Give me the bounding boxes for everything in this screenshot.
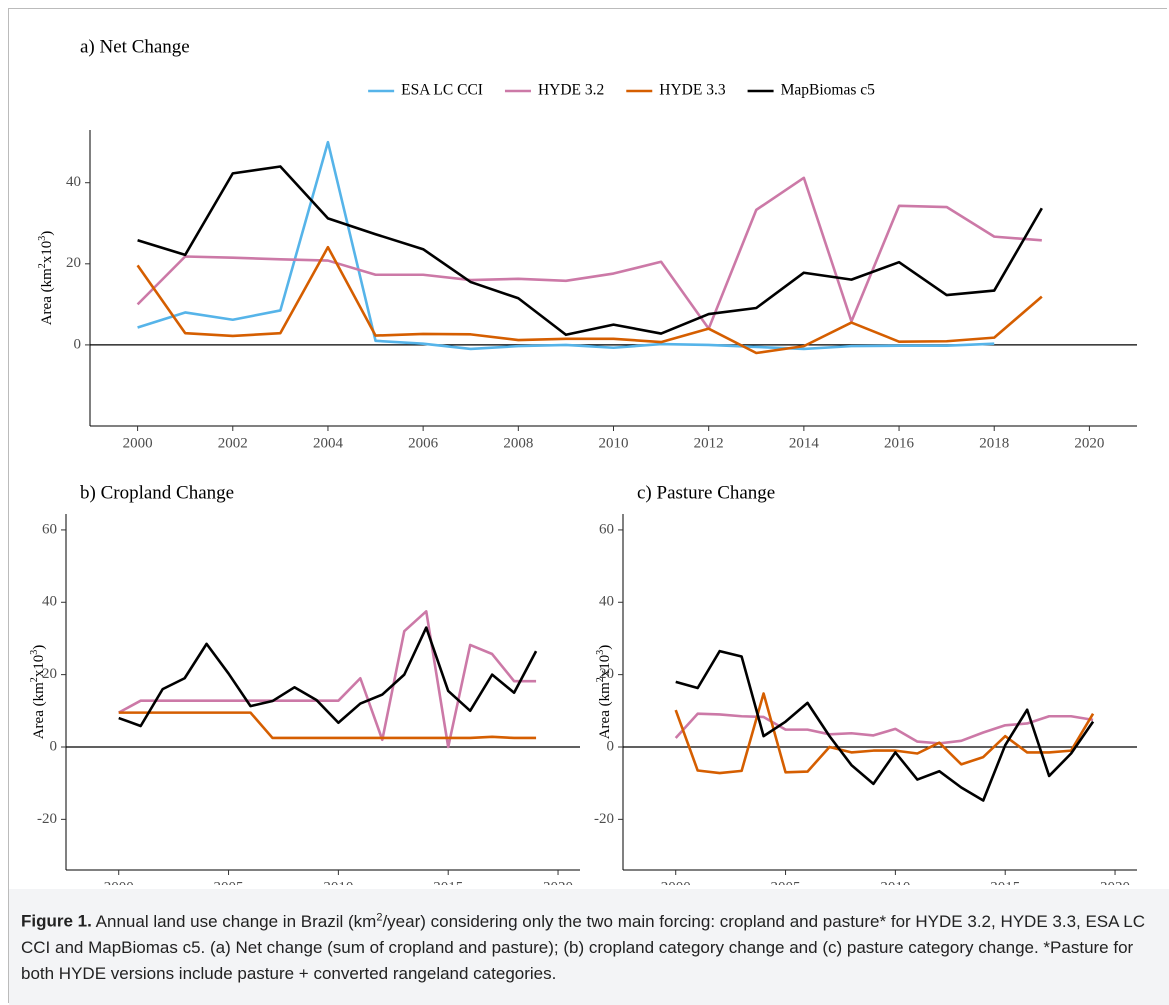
x-tick-label: 2004 — [313, 435, 344, 451]
y-axis-label-part: Area (km — [39, 268, 55, 325]
x-tick-label: 2018 — [979, 435, 1009, 451]
y-axis-label-superscript: 3 — [595, 650, 606, 655]
x-tick-label: 2010 — [599, 435, 629, 451]
x-tick-label: 2006 — [408, 435, 439, 451]
y-axis-label: Area (km2x103) — [29, 645, 48, 740]
x-tick-label: 2005 — [214, 879, 244, 885]
y-axis-label-superscript: 2 — [595, 677, 606, 682]
legend: ESA LC CCI HYDE 3.2 HYDE 3.3 MapBiomas c5 — [368, 82, 875, 99]
series-line — [675, 649, 1095, 802]
x-tick-label: 2020 — [1100, 879, 1130, 885]
series-line — [136, 176, 1042, 330]
y-axis-label-superscript: 2 — [37, 263, 48, 268]
x-tick-label: 2008 — [503, 435, 533, 451]
y-tick-label: 40 — [42, 594, 57, 610]
x-tick-label: 2000 — [123, 435, 153, 451]
x-tick-label: 2010 — [880, 879, 910, 885]
y-tick-label: 60 — [599, 521, 614, 537]
x-tick-label: 2005 — [771, 879, 801, 885]
panel-title: a) Net Change — [80, 36, 190, 57]
x-tick-label: 2015 — [433, 879, 463, 885]
y-tick-label: -20 — [594, 811, 614, 827]
y-axis-label-part: ) — [39, 231, 55, 236]
y-axis-label-part: x10 — [597, 655, 613, 678]
y-axis-label-superscript: 2 — [29, 677, 40, 682]
series-line — [137, 165, 1043, 337]
caption-segment: /year) considering only the two main for… — [21, 911, 1146, 983]
x-tick-label: 2020 — [543, 879, 573, 885]
caption: Figure 1. Annual land use change in Braz… — [9, 889, 1169, 1005]
y-tick-label: 40 — [599, 594, 614, 610]
y-tick-label: 20 — [599, 666, 614, 682]
x-tick-label: 2012 — [694, 435, 724, 451]
y-axis-label-part: x10 — [39, 241, 55, 264]
series-line — [118, 610, 537, 749]
series-line — [118, 711, 537, 740]
legend-label: ESA LC CCI — [401, 82, 483, 99]
caption-label: Figure 1. — [21, 911, 92, 931]
x-tick-label: 2015 — [990, 879, 1020, 885]
x-tick-label: 2020 — [1074, 435, 1104, 451]
y-axis-label-part: ) — [597, 645, 613, 650]
legend-label: MapBiomas c5 — [781, 82, 876, 99]
y-axis-label-part: ) — [31, 645, 47, 650]
x-tick-label: 2010 — [323, 879, 353, 885]
legend-label: HYDE 3.2 — [538, 82, 604, 99]
caption-segment: Annual land use change in Brazil (km — [95, 911, 377, 931]
y-tick-label: 60 — [42, 521, 57, 537]
legend-label: HYDE 3.3 — [659, 82, 726, 99]
x-tick-label: 2000 — [104, 879, 134, 885]
y-axis-label-superscript: 3 — [37, 236, 48, 241]
series-line — [136, 245, 1043, 355]
y-tick-label: 0 — [607, 738, 615, 754]
y-tick-label: 20 — [66, 255, 81, 271]
y-axis-label-superscript: 3 — [29, 650, 40, 655]
y-axis-label: Area (km2x103) — [37, 231, 56, 326]
series-line — [137, 140, 995, 351]
x-tick-label: 2014 — [789, 435, 820, 451]
panel-title: b) Cropland Change — [80, 482, 234, 503]
y-tick-label: 40 — [66, 174, 81, 190]
frame — [8, 8, 1167, 1003]
caption-text: Annual land use change in Brazil (km2/ye… — [21, 911, 1146, 983]
y-tick-label: 0 — [50, 738, 58, 754]
y-tick-label: 0 — [74, 336, 82, 352]
panel-title: c) Pasture Change — [637, 482, 775, 503]
series-line — [674, 712, 1094, 745]
x-tick-label: 2000 — [661, 879, 691, 885]
series-line — [674, 692, 1095, 775]
caption-superscript: 2 — [376, 911, 383, 923]
y-axis-label-part: Area (km — [597, 682, 613, 739]
x-tick-label: 2002 — [218, 435, 248, 451]
y-tick-label: 20 — [42, 666, 57, 682]
y-axis-label-part: x10 — [31, 655, 47, 678]
x-tick-label: 2016 — [884, 435, 915, 451]
y-tick-label: -20 — [37, 811, 57, 827]
y-axis-label-part: Area (km — [31, 682, 47, 739]
series-line — [118, 626, 538, 728]
y-axis-label: Area (km2x103) — [595, 645, 614, 740]
